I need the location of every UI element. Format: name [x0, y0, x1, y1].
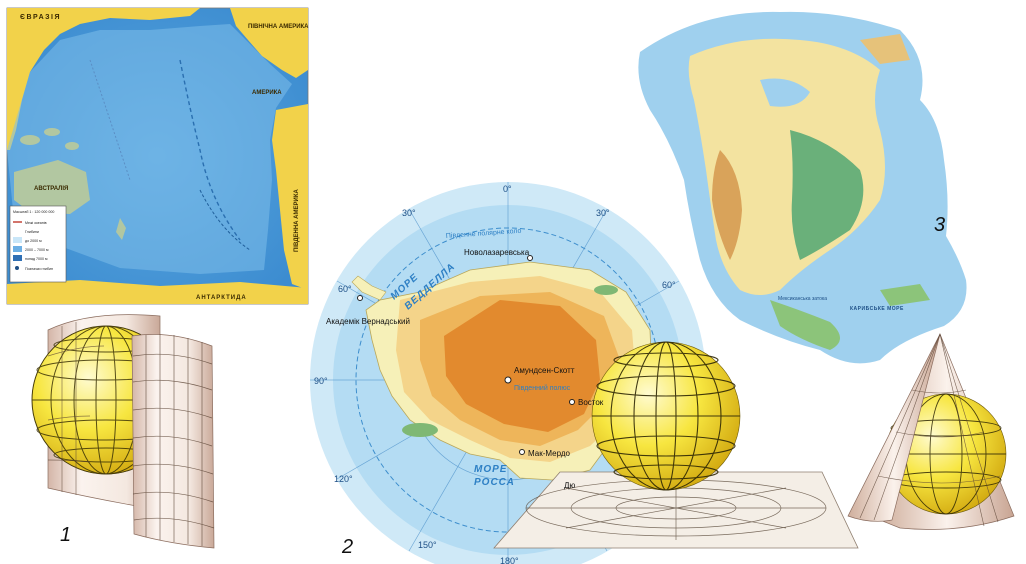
north-america-label: ПІВНІЧНА АМЕРИКА — [248, 24, 309, 30]
america-label: АМЕРИКА — [252, 90, 282, 96]
meridian-label: 90° — [314, 376, 328, 386]
meridian-label: 30° — [402, 208, 416, 218]
azimuthal-projection-illustration — [493, 341, 859, 549]
pacific-map-legend — [9, 205, 67, 283]
legend-row: Глибини — [25, 230, 39, 234]
cylindrical-projection-illustration — [31, 314, 215, 549]
conical-projection-illustration — [847, 332, 1015, 530]
antarctica-meridian-labels: 0° 30° 30° 60° 60° 90° 120° 150° 180° — [314, 184, 676, 564]
station-mcmurdo: Мак-Мердо — [528, 449, 571, 458]
station-vostok: Восток — [578, 398, 604, 407]
south-pole-label: Південний полюс — [514, 384, 571, 392]
south-america-label: ПІВДЕННА АМЕРИКА — [294, 189, 300, 252]
meridian-label: 60° — [662, 280, 676, 290]
meridian-label: 60° — [338, 284, 352, 294]
legend-row: понад 7000 м — [25, 257, 48, 261]
legend-row: Межі океанів — [25, 221, 47, 225]
figure-number-3: 3 — [934, 214, 946, 236]
eurasia-label: ЄВРАЗІЯ — [20, 14, 61, 21]
meridian-label: 30° — [596, 208, 610, 218]
legend-row: Позначки глибин — [25, 267, 53, 271]
australia-label: АВСТРАЛІЯ — [34, 186, 68, 192]
legend-scale: Масштаб 1 : 120 000 000 — [13, 210, 54, 214]
antarctica-polar-map — [310, 182, 706, 564]
meridian-label: 150° — [418, 540, 437, 550]
legend-row: до 2000 м — [25, 239, 42, 243]
figure-number-2: 2 — [342, 536, 354, 558]
caribbean-sea-label: КАРИБСЬКЕ МОРЕ — [850, 306, 904, 312]
station-vernadsky: Академік Вернадський — [326, 317, 410, 326]
antarctic-circle-label: Південне полярне коло — [446, 227, 522, 240]
meridian-label: 180° — [500, 556, 519, 564]
ross-sea-label-2: РОССА — [474, 477, 515, 488]
legend-row: 2000 – 7000 м — [25, 248, 49, 252]
pacific-ocean-map — [6, 7, 309, 305]
gulf-of-mexico-label: Мексиканська затока — [778, 296, 827, 302]
pacific-legend-text: Масштаб 1 : 120 000 000 Межі океанів Гли… — [13, 210, 54, 271]
antarctica-label: АНТАРКТИДА — [196, 295, 247, 301]
north-america-map — [638, 11, 967, 364]
station-dumont: Дю — [564, 481, 575, 490]
meridian-label: 0° — [503, 184, 512, 194]
ross-sea-label-1: МОРЕ — [474, 464, 507, 475]
station-amundsen-scott: Амундсен-Скотт — [514, 366, 575, 375]
meridian-label: 120° — [334, 474, 353, 484]
station-novolazarevska: Новолазаревська — [464, 248, 530, 257]
figure-number-1: 1 — [60, 524, 72, 546]
